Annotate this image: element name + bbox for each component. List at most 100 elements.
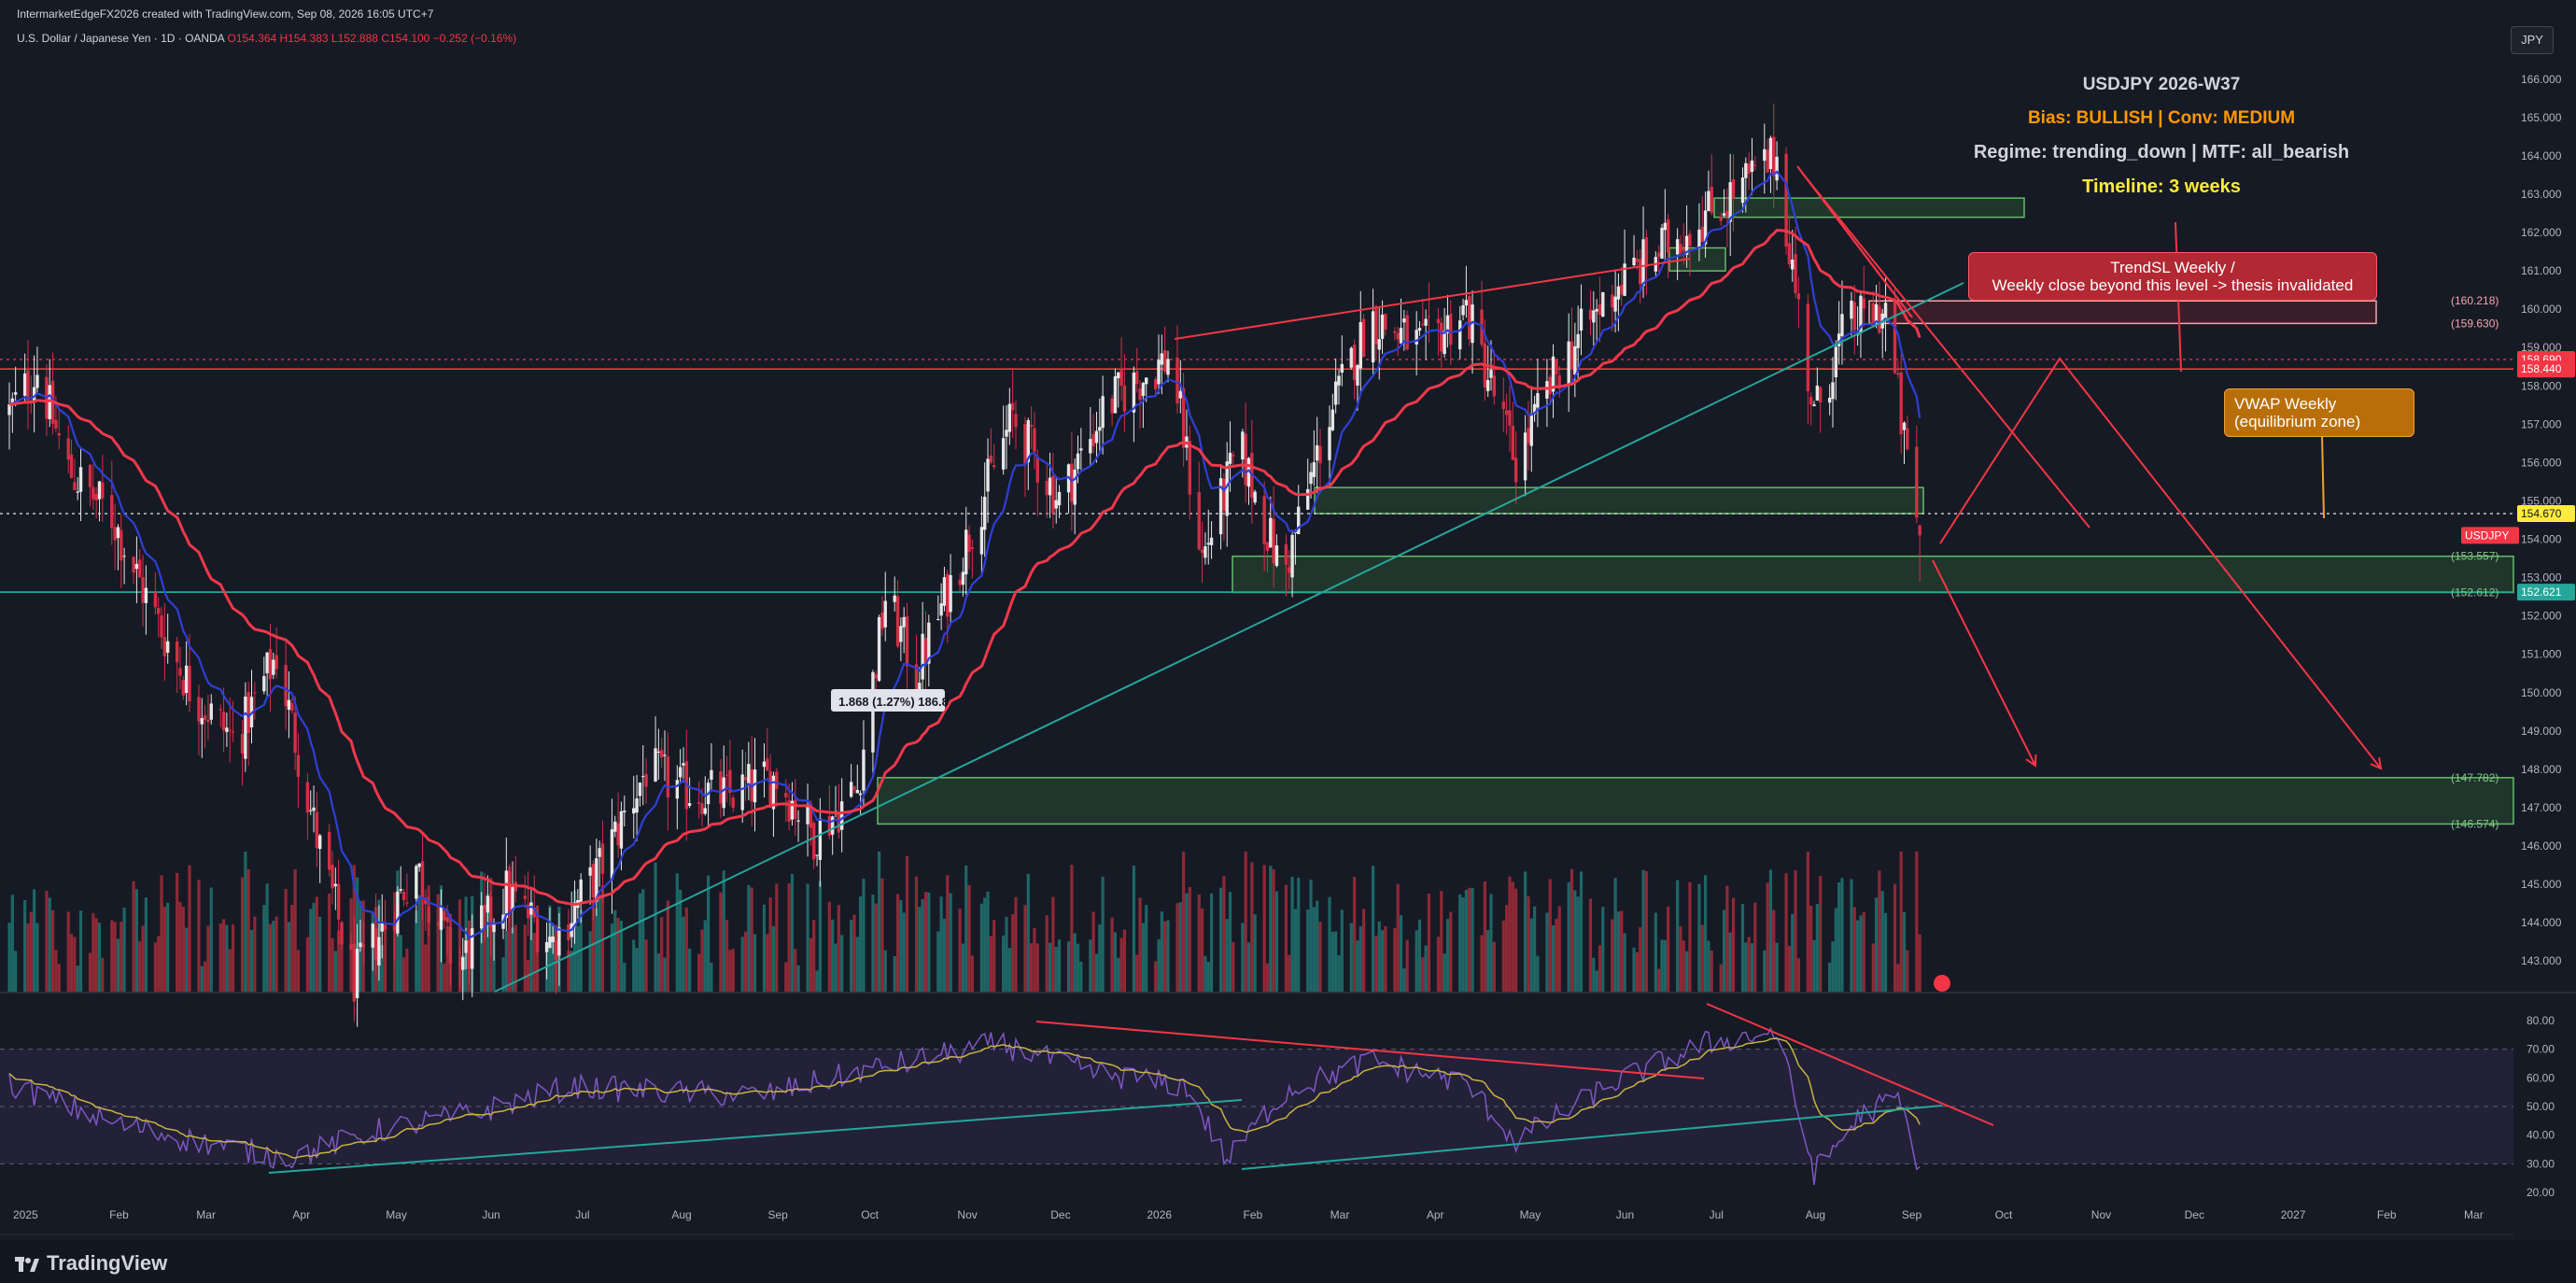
chart-background xyxy=(0,0,2576,1240)
volume-bar xyxy=(1073,933,1077,992)
candle-body xyxy=(818,818,823,860)
candle-body xyxy=(268,648,273,680)
candle-body xyxy=(1160,353,1164,365)
volume-bar xyxy=(728,950,732,992)
candle-body xyxy=(1818,387,1823,403)
currency-button[interactable]: JPY xyxy=(2511,26,2554,54)
volume-bar xyxy=(1306,909,1310,992)
candle-body xyxy=(1831,382,1835,400)
candle-body xyxy=(7,404,11,416)
volume-bar xyxy=(249,929,254,992)
volume-bar xyxy=(1840,878,1844,992)
time-tick-label: Dec xyxy=(1050,1208,1070,1221)
volume-bar xyxy=(1722,909,1726,992)
volume-bar xyxy=(1272,869,1275,992)
volume-bar xyxy=(961,943,965,992)
price-tag-bg xyxy=(2461,527,2519,544)
candle-body xyxy=(1290,534,1294,578)
candle-body xyxy=(209,703,213,720)
volume-bar xyxy=(1812,939,1816,992)
candle-body xyxy=(1641,239,1645,287)
candle-body xyxy=(775,771,779,789)
candle-body xyxy=(78,467,83,492)
volume-bar xyxy=(902,912,906,992)
volume-bar xyxy=(1744,942,1748,992)
candle-body xyxy=(1707,190,1710,211)
trendsl-callout[interactable]: TrendSL Weekly / Weekly close beyond thi… xyxy=(1968,252,2377,301)
candle-body xyxy=(333,883,338,887)
volume-bar xyxy=(1505,905,1509,992)
volume-bar xyxy=(157,936,161,992)
volume-bar xyxy=(762,904,767,992)
price-tag-label: 154.670 xyxy=(2521,507,2562,520)
volume-bar xyxy=(656,952,660,992)
volume-bar xyxy=(831,919,835,992)
volume-bar xyxy=(1501,920,1505,992)
time-tick-label: Sep xyxy=(1902,1208,1922,1221)
candle-body xyxy=(914,664,919,690)
candle-body xyxy=(69,454,74,478)
volume-bar xyxy=(874,903,878,992)
volume-bar xyxy=(209,887,213,992)
candle-body xyxy=(1579,308,1584,331)
volume-bar xyxy=(1620,910,1624,992)
volume-bar xyxy=(445,926,449,992)
price-tick-label: 158.000 xyxy=(2521,379,2562,392)
volume-bar xyxy=(1598,945,1602,992)
volume-bar xyxy=(992,920,996,992)
candle-body xyxy=(1188,441,1191,495)
candle-body xyxy=(784,793,788,797)
volume-bar xyxy=(1703,875,1708,992)
time-tick-label: Nov xyxy=(957,1208,977,1221)
volume-bar xyxy=(1567,881,1570,992)
volume-bar xyxy=(877,852,881,992)
candle-body xyxy=(598,848,601,857)
timeline-text: Timeline: 3 weeks xyxy=(2082,176,2241,197)
volume-bar xyxy=(1178,902,1182,992)
candle-body xyxy=(1200,549,1204,554)
candle-body xyxy=(380,921,384,932)
volume-bar xyxy=(305,937,309,992)
volume-bar xyxy=(852,914,856,992)
candle-body xyxy=(504,870,509,918)
candle-body xyxy=(619,811,624,849)
volume-bar xyxy=(1204,955,1207,992)
volume-bar xyxy=(206,925,210,992)
candle-body xyxy=(405,902,409,904)
candle-body xyxy=(141,577,145,603)
candle-body xyxy=(134,563,139,570)
candle-body xyxy=(244,696,247,759)
volume-bar xyxy=(1030,943,1034,992)
candle-body xyxy=(1555,359,1558,375)
volume-bar xyxy=(1527,895,1530,992)
candle-body xyxy=(858,793,863,796)
candle-body xyxy=(1197,491,1201,550)
volume-bar xyxy=(1045,915,1049,992)
candle-body xyxy=(1421,323,1425,325)
tradingview-logo[interactable]: TradingView xyxy=(15,1251,167,1276)
vwap-callout[interactable]: VWAP Weekly (equilibrium zone) xyxy=(2224,388,2414,437)
candle-body xyxy=(1449,314,1453,345)
volume-bar xyxy=(1330,931,1334,992)
volume-bar xyxy=(688,948,692,992)
candle-body xyxy=(1485,380,1490,391)
candle-body xyxy=(644,774,648,787)
volume-bar xyxy=(1405,939,1409,992)
candle-body xyxy=(246,692,250,733)
candle-body xyxy=(1508,410,1512,426)
volume-bar xyxy=(1899,852,1903,992)
candle-body xyxy=(1274,545,1279,566)
candle-body xyxy=(1262,496,1266,544)
volume-bar xyxy=(1611,919,1614,992)
candle-body xyxy=(591,863,596,898)
candle-body xyxy=(1284,543,1288,565)
candle-body xyxy=(1468,296,1471,340)
volume-bar xyxy=(1700,924,1704,992)
volume-bar xyxy=(827,901,831,992)
volume-bar xyxy=(1532,906,1537,992)
volume-bar xyxy=(623,962,626,992)
candle-body xyxy=(893,595,896,602)
volume-bar xyxy=(1688,881,1692,992)
volume-bar xyxy=(1380,930,1385,992)
